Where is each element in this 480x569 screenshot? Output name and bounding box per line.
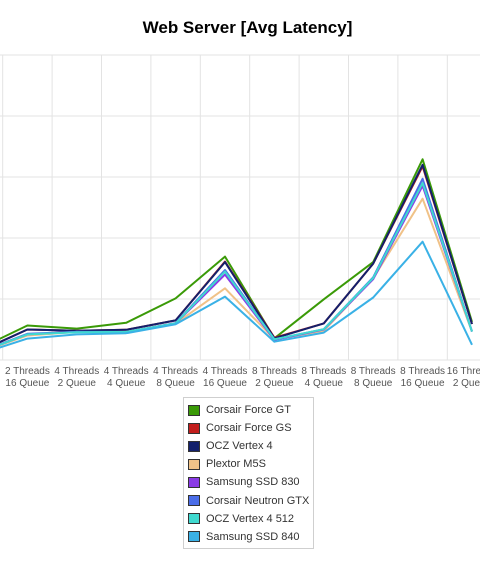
legend-swatch bbox=[188, 476, 200, 488]
legend-label: Samsung SSD 830 bbox=[206, 476, 300, 489]
legend: Corsair Force GT Corsair Force GS OCZ Vert… bbox=[183, 397, 314, 549]
x-tick-label: 4 Threads 4 Queue bbox=[104, 366, 149, 389]
x-tick-label: 2 Threads 16 Queue bbox=[5, 366, 50, 389]
legend-label: Corsair Force GS bbox=[206, 422, 292, 435]
series-line-7 bbox=[0, 240, 473, 349]
x-tick-label: 8 Threads 4 Queue bbox=[301, 366, 346, 389]
legend-item[interactable]: OCZ Vertex 4 512 bbox=[188, 511, 294, 527]
series-line-2 bbox=[0, 163, 473, 344]
series-line-6 bbox=[0, 182, 473, 346]
legend-swatch bbox=[188, 495, 200, 506]
grid bbox=[0, 54, 480, 361]
x-tick-label: 8 Threads 8 Queue bbox=[351, 366, 396, 389]
x-tick-label: 4 Threads 16 Queue bbox=[203, 366, 248, 389]
legend-swatch bbox=[188, 404, 200, 416]
legend-label: Plextor M5S bbox=[206, 458, 266, 471]
legend-label: Samsung SSD 840 bbox=[206, 530, 300, 543]
legend-label: Corsair Force GT bbox=[206, 404, 291, 416]
legend-label: OCZ Vertex 4 bbox=[206, 440, 273, 453]
series-line-0 bbox=[0, 158, 473, 340]
chart-title: Web Server [Avg Latency] bbox=[142, 18, 353, 37]
legend-label: OCZ Vertex 4 512 bbox=[206, 512, 295, 525]
legend-label: Corsair Neutron GTX bbox=[206, 494, 310, 507]
legend-swatch bbox=[188, 422, 200, 434]
legend-swatch bbox=[188, 458, 200, 470]
x-tick-label: 8 Threads 16 Queue bbox=[400, 366, 445, 389]
legend-item[interactable]: Samsung SSD 830 bbox=[188, 474, 300, 490]
legend-swatch bbox=[188, 513, 200, 525]
legend-item[interactable]: Corsair Neutron GTX bbox=[188, 493, 309, 509]
series-lines bbox=[0, 158, 473, 349]
legend-item[interactable]: Corsair Force GS bbox=[188, 420, 292, 436]
series-line-1 bbox=[0, 165, 473, 344]
legend-item[interactable]: Corsair Force GT bbox=[188, 402, 291, 418]
legend-swatch bbox=[188, 440, 200, 452]
x-tick-label: 4 Threads 2 Queue bbox=[54, 366, 99, 389]
x-tick-label: 8 Threads 2 Queue bbox=[252, 366, 297, 389]
x-tick-label: 4 Threads 8 Queue bbox=[153, 366, 198, 389]
legend-item[interactable]: Samsung SSD 840 bbox=[188, 529, 300, 545]
legend-swatch bbox=[188, 531, 200, 543]
legend-item[interactable]: OCZ Vertex 4 bbox=[188, 438, 273, 454]
legend-item[interactable]: Plextor M5S bbox=[188, 456, 266, 472]
